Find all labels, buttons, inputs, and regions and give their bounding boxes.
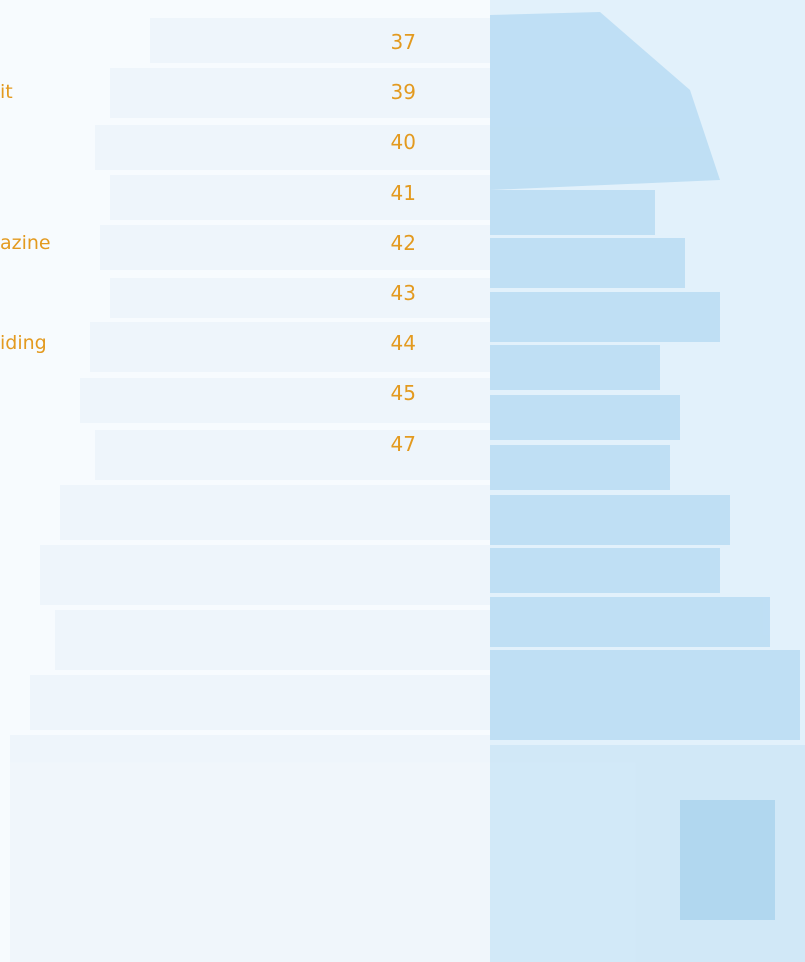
page-number: 43 <box>391 281 416 305</box>
page-number: 42 <box>391 231 416 255</box>
entry-title: iding <box>0 331 47 355</box>
entry-title: azine <box>0 231 51 255</box>
page-number: 45 <box>391 381 416 405</box>
page-number: 47 <box>391 432 416 456</box>
page-number: 41 <box>391 181 416 205</box>
page: 37it394041azine4243iding444547 (() => { … <box>0 0 805 962</box>
page-number: 44 <box>391 331 416 355</box>
page-number: 40 <box>391 130 416 154</box>
page-number: 37 <box>391 30 416 54</box>
entry-title: it <box>0 80 13 104</box>
table-of-contents: 37 it 39 40 41 azine 42 43 iding 44 45 47 <box>0 0 805 962</box>
page-number: 39 <box>391 80 416 104</box>
